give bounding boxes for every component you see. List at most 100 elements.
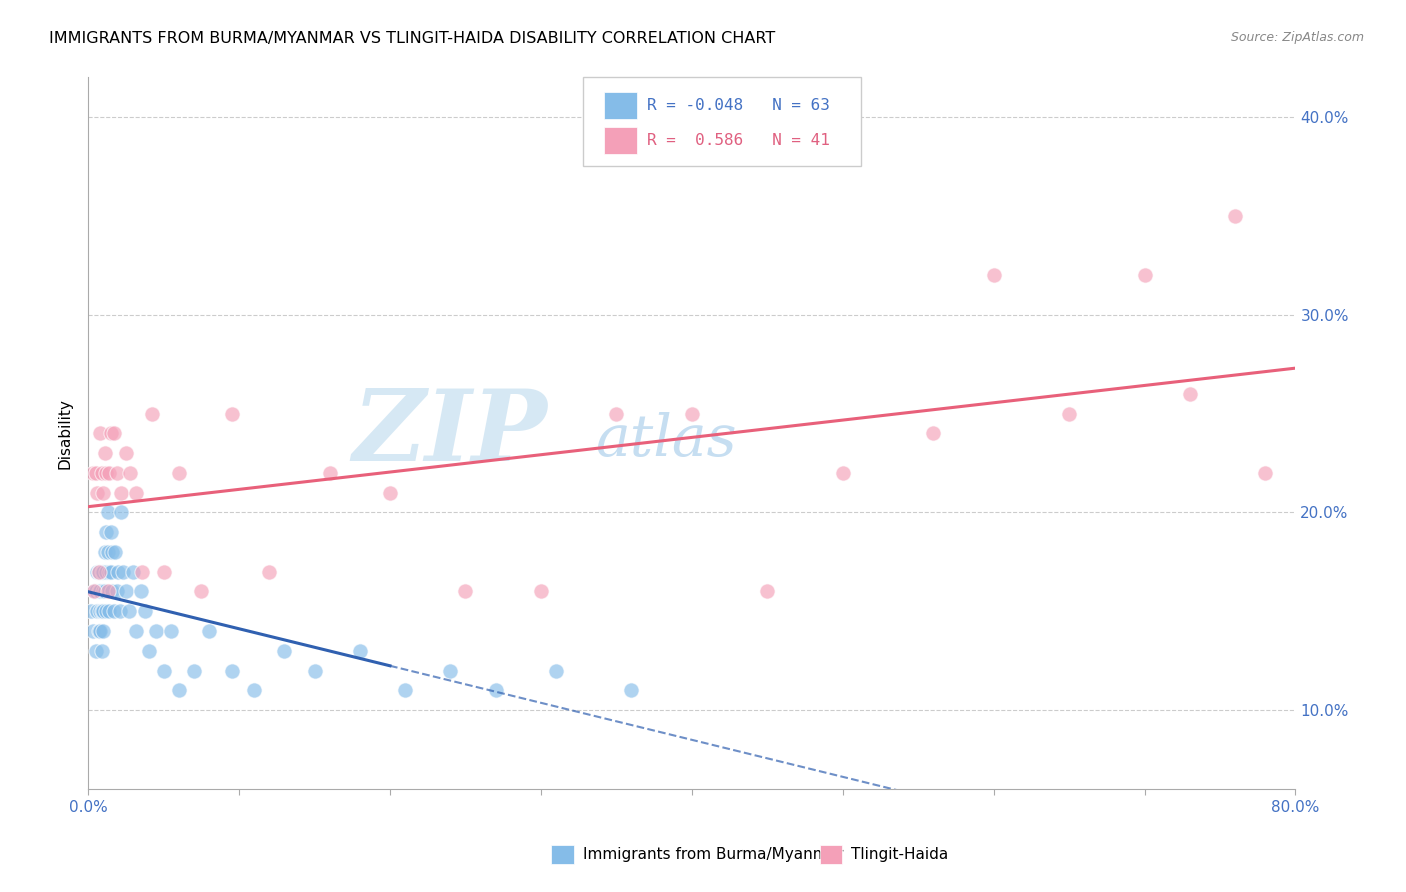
Point <box>1254 466 1277 480</box>
Point <box>167 466 190 480</box>
Point <box>115 446 138 460</box>
Point <box>1133 268 1156 282</box>
Point <box>221 407 243 421</box>
Point <box>91 584 114 599</box>
Point <box>91 624 114 638</box>
Point <box>167 683 190 698</box>
Point <box>439 664 461 678</box>
Text: R = -0.048   N = 63: R = -0.048 N = 63 <box>647 98 830 112</box>
Point <box>273 644 295 658</box>
Point <box>96 525 118 540</box>
Point <box>120 466 142 480</box>
Point <box>530 584 553 599</box>
Point <box>160 624 183 638</box>
Point <box>98 604 121 618</box>
Point <box>110 485 132 500</box>
Point <box>1178 386 1201 401</box>
Point <box>138 644 160 658</box>
Point <box>454 584 477 599</box>
Point <box>257 565 280 579</box>
Text: Source: ZipAtlas.com: Source: ZipAtlas.com <box>1230 31 1364 45</box>
Point <box>152 565 174 579</box>
Point <box>89 624 111 638</box>
Point <box>983 268 1005 282</box>
Point <box>84 584 107 599</box>
Point <box>129 584 152 599</box>
Point <box>91 565 114 579</box>
Point <box>87 624 110 638</box>
Point <box>98 466 121 480</box>
Point <box>105 584 128 599</box>
Point <box>84 466 107 480</box>
Text: Tlingit-Haida: Tlingit-Haida <box>851 847 948 862</box>
Point <box>1223 209 1246 223</box>
Point <box>378 485 401 500</box>
Point <box>89 426 111 441</box>
Point <box>485 683 508 698</box>
Y-axis label: Disability: Disability <box>58 398 72 468</box>
Text: ZIP: ZIP <box>352 385 547 482</box>
Text: atlas: atlas <box>595 412 737 468</box>
Point <box>198 624 221 638</box>
Point <box>111 565 134 579</box>
Point <box>80 604 103 618</box>
Point <box>90 644 112 658</box>
Point <box>100 525 122 540</box>
Point <box>86 485 108 500</box>
Point <box>134 604 156 618</box>
Point <box>620 683 643 698</box>
Point <box>96 604 118 618</box>
Point <box>87 565 110 579</box>
Point <box>183 664 205 678</box>
Point <box>89 584 111 599</box>
Point <box>190 584 212 599</box>
Point <box>94 584 117 599</box>
Point <box>83 584 105 599</box>
Point <box>90 604 112 618</box>
Point <box>125 485 148 500</box>
Point <box>96 565 118 579</box>
Point <box>544 664 567 678</box>
Point <box>101 545 124 559</box>
Point <box>90 466 112 480</box>
Point <box>221 664 243 678</box>
Bar <box>603 92 637 119</box>
Point <box>605 407 627 421</box>
Point <box>82 624 104 638</box>
Text: IMMIGRANTS FROM BURMA/MYANMAR VS TLINGIT-HAIDA DISABILITY CORRELATION CHART: IMMIGRANTS FROM BURMA/MYANMAR VS TLINGIT… <box>49 31 776 46</box>
Point <box>97 545 120 559</box>
Point <box>349 644 371 658</box>
Point <box>1057 407 1080 421</box>
Point <box>97 505 120 519</box>
Point <box>101 584 124 599</box>
Point <box>94 545 117 559</box>
Point <box>84 644 107 658</box>
Point <box>394 683 416 698</box>
Point <box>145 624 167 638</box>
Point <box>152 664 174 678</box>
Point <box>87 565 110 579</box>
Point <box>87 584 110 599</box>
Point <box>108 604 131 618</box>
Point <box>83 584 105 599</box>
Point <box>131 565 153 579</box>
Point <box>243 683 266 698</box>
Point <box>831 466 853 480</box>
Point <box>96 466 118 480</box>
Point <box>105 466 128 480</box>
Point <box>100 565 122 579</box>
Point <box>115 584 138 599</box>
Text: R =  0.586   N = 41: R = 0.586 N = 41 <box>647 133 830 148</box>
Point <box>118 604 141 618</box>
Point <box>304 664 326 678</box>
Point <box>89 604 111 618</box>
Point <box>110 505 132 519</box>
Point <box>107 565 129 579</box>
Point <box>922 426 945 441</box>
Point <box>104 545 127 559</box>
Point <box>125 624 148 638</box>
Point <box>100 426 122 441</box>
Point <box>91 604 114 618</box>
Point <box>681 407 703 421</box>
Point <box>122 565 145 579</box>
